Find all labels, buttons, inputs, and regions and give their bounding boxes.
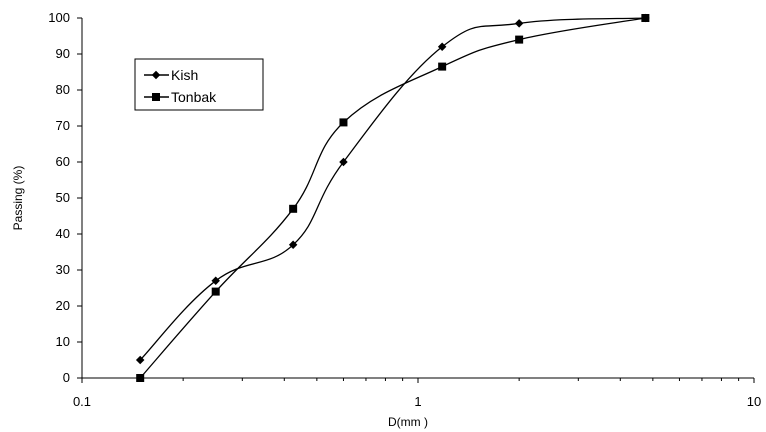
- data-point-tonbak: [438, 62, 447, 71]
- data-point-tonbak: [211, 287, 220, 296]
- data-point-tonbak: [289, 204, 298, 213]
- legend-label-tonbak: Tonbak: [171, 89, 217, 105]
- legend-marker-tonbak: [152, 93, 160, 101]
- data-point-kish: [514, 19, 524, 28]
- y-tick-label: 10: [56, 334, 70, 349]
- x-tick-label: 10: [747, 394, 761, 409]
- axes: 0 10 20 30 40 50 60 70 80 90 100 0.1 1 10: [48, 10, 761, 409]
- data-point-tonbak: [339, 118, 348, 127]
- data-point-kish: [288, 240, 298, 250]
- y-tick-label: 30: [56, 262, 70, 277]
- data-point-tonbak: [641, 14, 650, 22]
- data-point-kish: [211, 276, 220, 286]
- y-tick-label: 0: [63, 370, 70, 385]
- y-tick-label: 60: [56, 154, 70, 169]
- y-tick-label: 20: [56, 298, 70, 313]
- y-tick-label: 70: [56, 118, 70, 133]
- legend: Kish Tonbak: [134, 58, 264, 111]
- x-tick-label: 1: [414, 394, 421, 409]
- legend-marker-kish: [151, 70, 161, 80]
- data-point-tonbak: [515, 35, 524, 44]
- legend-label-kish: Kish: [171, 67, 198, 83]
- data-point-kish: [437, 42, 447, 52]
- y-tick-label: 50: [56, 190, 70, 205]
- y-axis-title: Passing (%): [11, 166, 25, 231]
- data-point-tonbak: [136, 374, 145, 382]
- data-point-kish: [135, 355, 145, 365]
- data-point-kish: [339, 157, 348, 167]
- legend-box: [134, 58, 264, 111]
- x-axis-title: D(mm ): [388, 415, 428, 429]
- y-tick-label: 90: [56, 46, 70, 61]
- y-tick-label: 80: [56, 82, 70, 97]
- y-tick-label: 100: [48, 10, 70, 25]
- series-layer: [135, 13, 650, 382]
- x-tick-label: 0.1: [73, 394, 91, 409]
- y-tick-label: 40: [56, 226, 70, 241]
